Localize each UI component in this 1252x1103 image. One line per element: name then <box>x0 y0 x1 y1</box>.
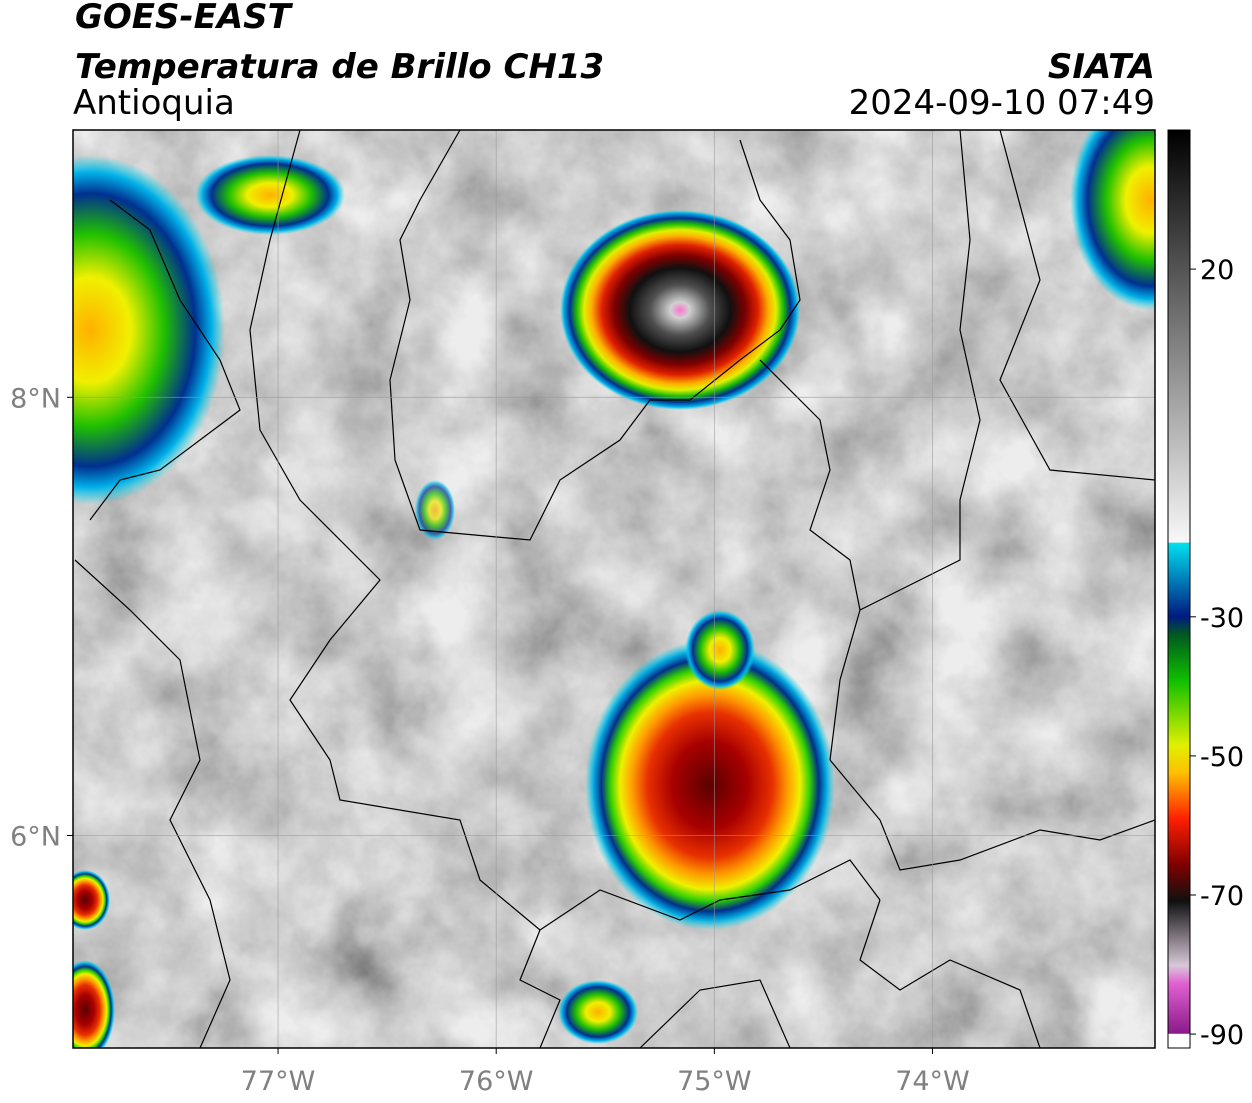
colorbar-tick-label: -90 <box>1200 1020 1244 1051</box>
x-tick-label: 74°W <box>895 1066 970 1097</box>
y-tick-label: 8°N <box>10 383 61 414</box>
storm <box>558 980 638 1044</box>
storm <box>195 155 345 235</box>
storm <box>73 960 115 1048</box>
colorbar <box>1167 129 1191 1049</box>
map-frame <box>72 129 1156 1049</box>
storm <box>73 870 110 930</box>
source: SIATA <box>1048 47 1155 87</box>
storm <box>560 210 800 410</box>
x-tick-label: 76°W <box>459 1066 534 1097</box>
region: Antioquia <box>73 83 235 123</box>
datetime: 2024-09-10 07:49 <box>849 83 1155 123</box>
storm <box>1070 130 1155 310</box>
storm <box>73 155 225 505</box>
x-tick-label: 77°W <box>241 1066 316 1097</box>
colorbar-tick-label: -70 <box>1200 881 1244 912</box>
storm <box>585 640 835 930</box>
grid <box>73 130 1155 1048</box>
boundaries <box>74 130 1155 1048</box>
storm <box>415 480 455 540</box>
map-imagery <box>73 130 1155 1048</box>
x-tick-label: 75°W <box>677 1066 752 1097</box>
storm <box>685 610 755 690</box>
y-tick-label: 6°N <box>10 821 61 852</box>
subtitle: Temperatura de Brillo CH13 <box>75 47 604 87</box>
title: GOES-EAST <box>75 0 294 37</box>
colorbar-tick-label: -30 <box>1200 603 1244 634</box>
colorbar-tick-label: -50 <box>1200 742 1244 773</box>
colorbar-tick-label: 20 <box>1200 255 1234 286</box>
